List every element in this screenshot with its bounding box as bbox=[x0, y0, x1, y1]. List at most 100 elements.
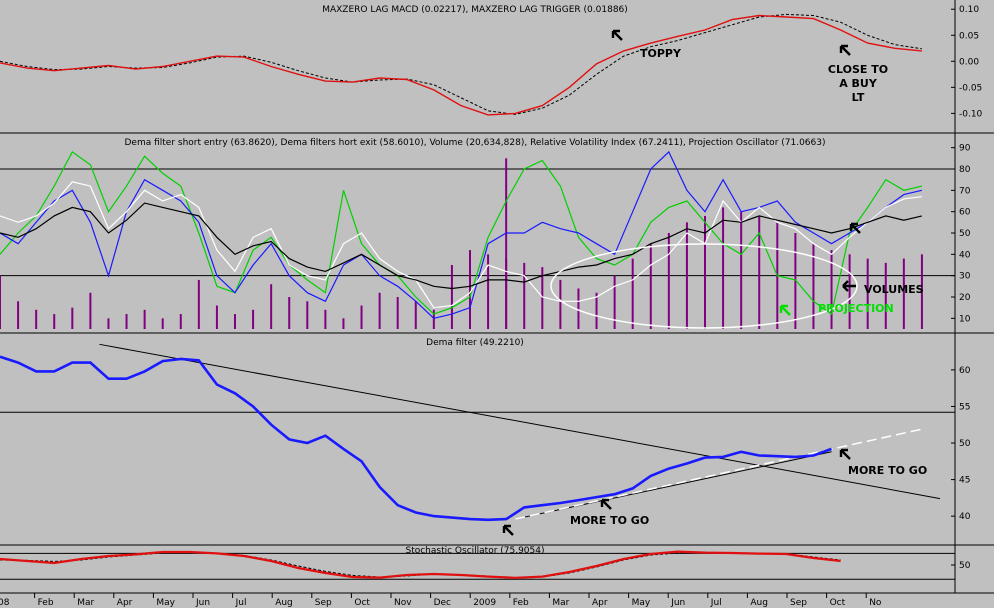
x-tick-label: Sep bbox=[790, 598, 807, 608]
volume-bar bbox=[143, 309, 146, 329]
volume-bar bbox=[559, 279, 562, 329]
indicators-tick-label: 90 bbox=[959, 144, 971, 154]
volume-bar bbox=[722, 207, 725, 329]
volume-bar bbox=[360, 305, 363, 329]
x-tick-label: Jul bbox=[710, 598, 722, 608]
volume-bar bbox=[35, 309, 38, 329]
x-tick-label: Sep bbox=[315, 598, 332, 608]
volume-bar bbox=[17, 301, 20, 329]
volume-bar bbox=[884, 262, 887, 329]
volume-bar bbox=[631, 258, 634, 329]
dema-y-ticks: 60 55 50 45 40 bbox=[951, 366, 971, 522]
volume-spike-bar bbox=[505, 158, 508, 329]
projection-arrow-icon bbox=[779, 304, 791, 316]
volume-bar bbox=[866, 258, 869, 329]
x-tick-label: Jun bbox=[195, 598, 210, 608]
macd-tick-label: -0.05 bbox=[959, 83, 982, 93]
dema-tick-label: 55 bbox=[959, 402, 970, 412]
volume-bar bbox=[487, 254, 490, 329]
volume-bar bbox=[396, 297, 399, 329]
volumes-arrow-icon bbox=[842, 280, 856, 292]
volume-bar bbox=[107, 318, 110, 329]
volume-bar bbox=[432, 309, 435, 329]
volume-bar bbox=[252, 309, 255, 329]
volume-bar bbox=[179, 314, 182, 329]
dema-tick-label: 50 bbox=[959, 439, 971, 449]
indicators-title: Dema filter short entry (63.8620), Dema … bbox=[125, 138, 826, 148]
macd-tick-label: 0.10 bbox=[959, 5, 979, 15]
indicators-tick-label: 20 bbox=[959, 293, 971, 303]
dema-title: Dema filter (49.2210) bbox=[426, 338, 524, 348]
stochastic-title: Stochastic Oscillator (75.9054) bbox=[405, 546, 544, 556]
volume-bar bbox=[215, 305, 218, 329]
macd-title: MAXZERO LAG MACD (0.02217), MAXZERO LAG … bbox=[322, 5, 628, 15]
indicators-tick-label: 30 bbox=[959, 272, 971, 282]
indicators-tick-label: 40 bbox=[959, 250, 971, 260]
indicators-arrow-icon bbox=[849, 222, 861, 234]
x-tick-label: May bbox=[632, 598, 651, 608]
dema-tick-label: 40 bbox=[959, 512, 971, 522]
x-tick-label: 08 bbox=[0, 598, 10, 608]
x-tick-label: Oct bbox=[830, 598, 846, 608]
dema-filter-line bbox=[0, 355, 832, 522]
volume-bar bbox=[541, 267, 544, 329]
x-tick-label: Aug bbox=[275, 598, 293, 608]
x-tick-label: Feb bbox=[513, 598, 529, 608]
annotation-lt: LT bbox=[852, 91, 865, 104]
volume-bar bbox=[902, 258, 905, 329]
macd-line bbox=[0, 14, 922, 116]
projection-oscillator-line bbox=[0, 202, 923, 290]
panel-frame bbox=[0, 0, 994, 594]
annotation-more-to-go-2: MORE TO GO bbox=[848, 464, 927, 477]
dema-tick-label: 60 bbox=[959, 366, 971, 376]
volume-bar bbox=[0, 275, 1, 329]
x-tick-label: Mar bbox=[77, 598, 94, 608]
more-to-go-arrow-3-icon bbox=[839, 448, 851, 460]
annotation-close-to: CLOSE TO bbox=[828, 63, 888, 76]
rvi-line bbox=[0, 181, 922, 309]
stochastic-panel: Stochastic Oscillator (75.9054) 50 bbox=[0, 546, 971, 580]
volume-bar bbox=[89, 292, 92, 329]
volume-bar bbox=[577, 288, 580, 329]
dema-trendlines bbox=[99, 343, 941, 520]
x-tick-label: Dec bbox=[434, 598, 451, 608]
more-to-go-arrow-2-icon bbox=[600, 498, 612, 510]
volume-bar bbox=[758, 215, 761, 329]
dema-panel: Dema filter (49.2210) 60 55 50 45 40 MORE TO… bbox=[0, 338, 971, 536]
volume-bar bbox=[234, 314, 236, 329]
volume-bar bbox=[414, 301, 417, 329]
volume-bar bbox=[125, 314, 128, 329]
more-to-go-arrow-1-icon bbox=[502, 524, 514, 536]
volume-bar bbox=[469, 250, 471, 329]
x-tick-label: Apr bbox=[592, 598, 608, 608]
volume-bar bbox=[920, 254, 923, 329]
volume-bar bbox=[812, 243, 815, 329]
annotation-toppy: TOPPY bbox=[640, 47, 682, 60]
volume-bar bbox=[324, 309, 327, 329]
macd-panel: MAXZERO LAG MACD (0.02217), MAXZERO LAG … bbox=[0, 5, 983, 119]
stochastic-tick-label: 50 bbox=[959, 561, 971, 571]
x-tick-label: Feb bbox=[38, 598, 54, 608]
volume-bar bbox=[161, 318, 164, 329]
x-tick-label: Nov bbox=[394, 598, 412, 608]
indicators-y-ticks: 90 80 70 60 50 40 30 20 10 bbox=[951, 144, 971, 324]
volume-bar bbox=[848, 254, 851, 329]
indicators-tick-label: 50 bbox=[959, 229, 971, 239]
stochastic-line bbox=[0, 550, 841, 579]
annotation-projection: PROJECTION bbox=[818, 302, 894, 315]
x-tick-label: Apr bbox=[117, 598, 133, 608]
volume-bar bbox=[704, 215, 706, 329]
indicators-tick-label: 60 bbox=[959, 208, 971, 218]
x-tick-label: Jul bbox=[235, 598, 247, 608]
volume-bar bbox=[794, 233, 797, 329]
volume-bar bbox=[288, 297, 291, 329]
x-tick-label: No bbox=[869, 598, 882, 608]
macd-tick-label: 0.05 bbox=[959, 31, 979, 41]
macd-tick-label: 0.00 bbox=[959, 57, 979, 67]
trendline-downtrend bbox=[99, 343, 941, 500]
x-tick-label: Jun bbox=[670, 598, 685, 608]
stochastic-y-ticks: 50 bbox=[951, 561, 971, 571]
macd-lines bbox=[0, 13, 922, 116]
